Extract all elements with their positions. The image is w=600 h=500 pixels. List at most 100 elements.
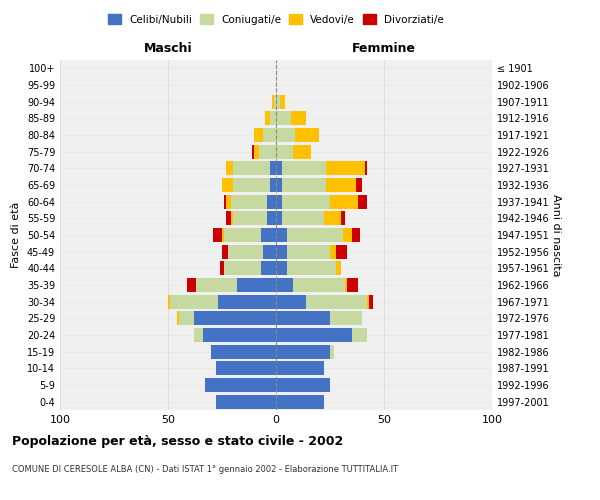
Bar <box>276 278 293 292</box>
Bar <box>233 162 269 175</box>
Bar <box>343 228 352 242</box>
Bar <box>330 344 334 359</box>
Text: COMUNE DI CERESOLE ALBA (CN) - Dati ISTAT 1° gennaio 2002 - Elaborazione TUTTITA: COMUNE DI CERESOLE ALBA (CN) - Dati ISTA… <box>12 465 398 474</box>
Bar <box>222 228 224 242</box>
Bar <box>276 162 283 175</box>
Bar <box>293 144 311 159</box>
Bar <box>224 194 226 209</box>
Bar <box>276 311 330 326</box>
Bar <box>268 211 276 226</box>
Bar <box>230 211 233 226</box>
Bar <box>218 294 276 309</box>
Bar <box>203 328 276 342</box>
Bar <box>220 261 224 276</box>
Bar <box>276 328 352 342</box>
Bar <box>179 311 194 326</box>
Bar <box>170 294 218 309</box>
Bar <box>369 294 373 309</box>
Bar <box>269 162 276 175</box>
Bar <box>176 311 179 326</box>
Bar <box>330 244 337 259</box>
Bar <box>233 211 268 226</box>
Bar <box>168 294 170 309</box>
Bar <box>196 278 237 292</box>
Bar <box>214 228 222 242</box>
Bar <box>261 261 276 276</box>
Bar <box>269 178 276 192</box>
Y-axis label: Fasce di età: Fasce di età <box>11 202 21 268</box>
Bar <box>276 112 291 126</box>
Text: Popolazione per età, sesso e stato civile - 2002: Popolazione per età, sesso e stato civil… <box>12 435 343 448</box>
Bar <box>283 194 330 209</box>
Bar <box>224 228 261 242</box>
Bar <box>261 228 276 242</box>
Text: Femmine: Femmine <box>352 42 416 55</box>
Bar <box>295 128 319 142</box>
Bar <box>194 311 276 326</box>
Bar <box>287 228 343 242</box>
Bar <box>222 178 233 192</box>
Bar <box>276 378 330 392</box>
Bar <box>276 394 323 409</box>
Bar <box>341 211 345 226</box>
Bar <box>276 94 280 109</box>
Bar <box>226 194 230 209</box>
Bar <box>226 211 230 226</box>
Bar <box>276 228 287 242</box>
Y-axis label: Anni di nascita: Anni di nascita <box>551 194 561 276</box>
Legend: Celibi/Nubili, Coniugati/e, Vedovi/e, Divorziati/e: Celibi/Nubili, Coniugati/e, Vedovi/e, Di… <box>104 10 448 29</box>
Bar <box>306 294 367 309</box>
Bar <box>276 244 287 259</box>
Bar <box>287 244 330 259</box>
Bar <box>276 294 306 309</box>
Bar <box>365 162 367 175</box>
Bar <box>287 261 337 276</box>
Bar <box>263 244 276 259</box>
Bar <box>259 144 276 159</box>
Bar <box>222 244 229 259</box>
Bar <box>276 211 283 226</box>
Bar <box>352 328 367 342</box>
Bar <box>230 194 268 209</box>
Bar <box>272 94 274 109</box>
Bar <box>291 112 306 126</box>
Bar <box>276 361 323 376</box>
Bar <box>280 94 284 109</box>
Bar <box>283 178 326 192</box>
Bar <box>254 128 263 142</box>
Bar <box>326 162 365 175</box>
Bar <box>229 244 263 259</box>
Bar <box>330 194 358 209</box>
Bar <box>276 178 283 192</box>
Bar <box>283 211 323 226</box>
Bar <box>224 261 261 276</box>
Bar <box>187 278 196 292</box>
Bar <box>293 278 345 292</box>
Bar <box>211 344 276 359</box>
Bar <box>356 178 362 192</box>
Bar <box>226 162 233 175</box>
Bar <box>352 228 360 242</box>
Bar <box>326 178 356 192</box>
Bar <box>330 311 362 326</box>
Bar <box>205 378 276 392</box>
Bar <box>276 261 287 276</box>
Bar <box>254 144 259 159</box>
Bar <box>276 144 293 159</box>
Bar <box>276 128 295 142</box>
Bar <box>323 211 341 226</box>
Bar <box>337 261 341 276</box>
Bar <box>215 394 276 409</box>
Bar <box>268 194 276 209</box>
Bar <box>276 194 283 209</box>
Bar <box>274 94 276 109</box>
Bar <box>345 278 347 292</box>
Bar <box>263 128 276 142</box>
Bar <box>337 244 347 259</box>
Bar <box>233 178 269 192</box>
Bar <box>283 162 326 175</box>
Bar <box>252 144 254 159</box>
Bar <box>265 112 269 126</box>
Bar <box>276 344 330 359</box>
Bar <box>215 361 276 376</box>
